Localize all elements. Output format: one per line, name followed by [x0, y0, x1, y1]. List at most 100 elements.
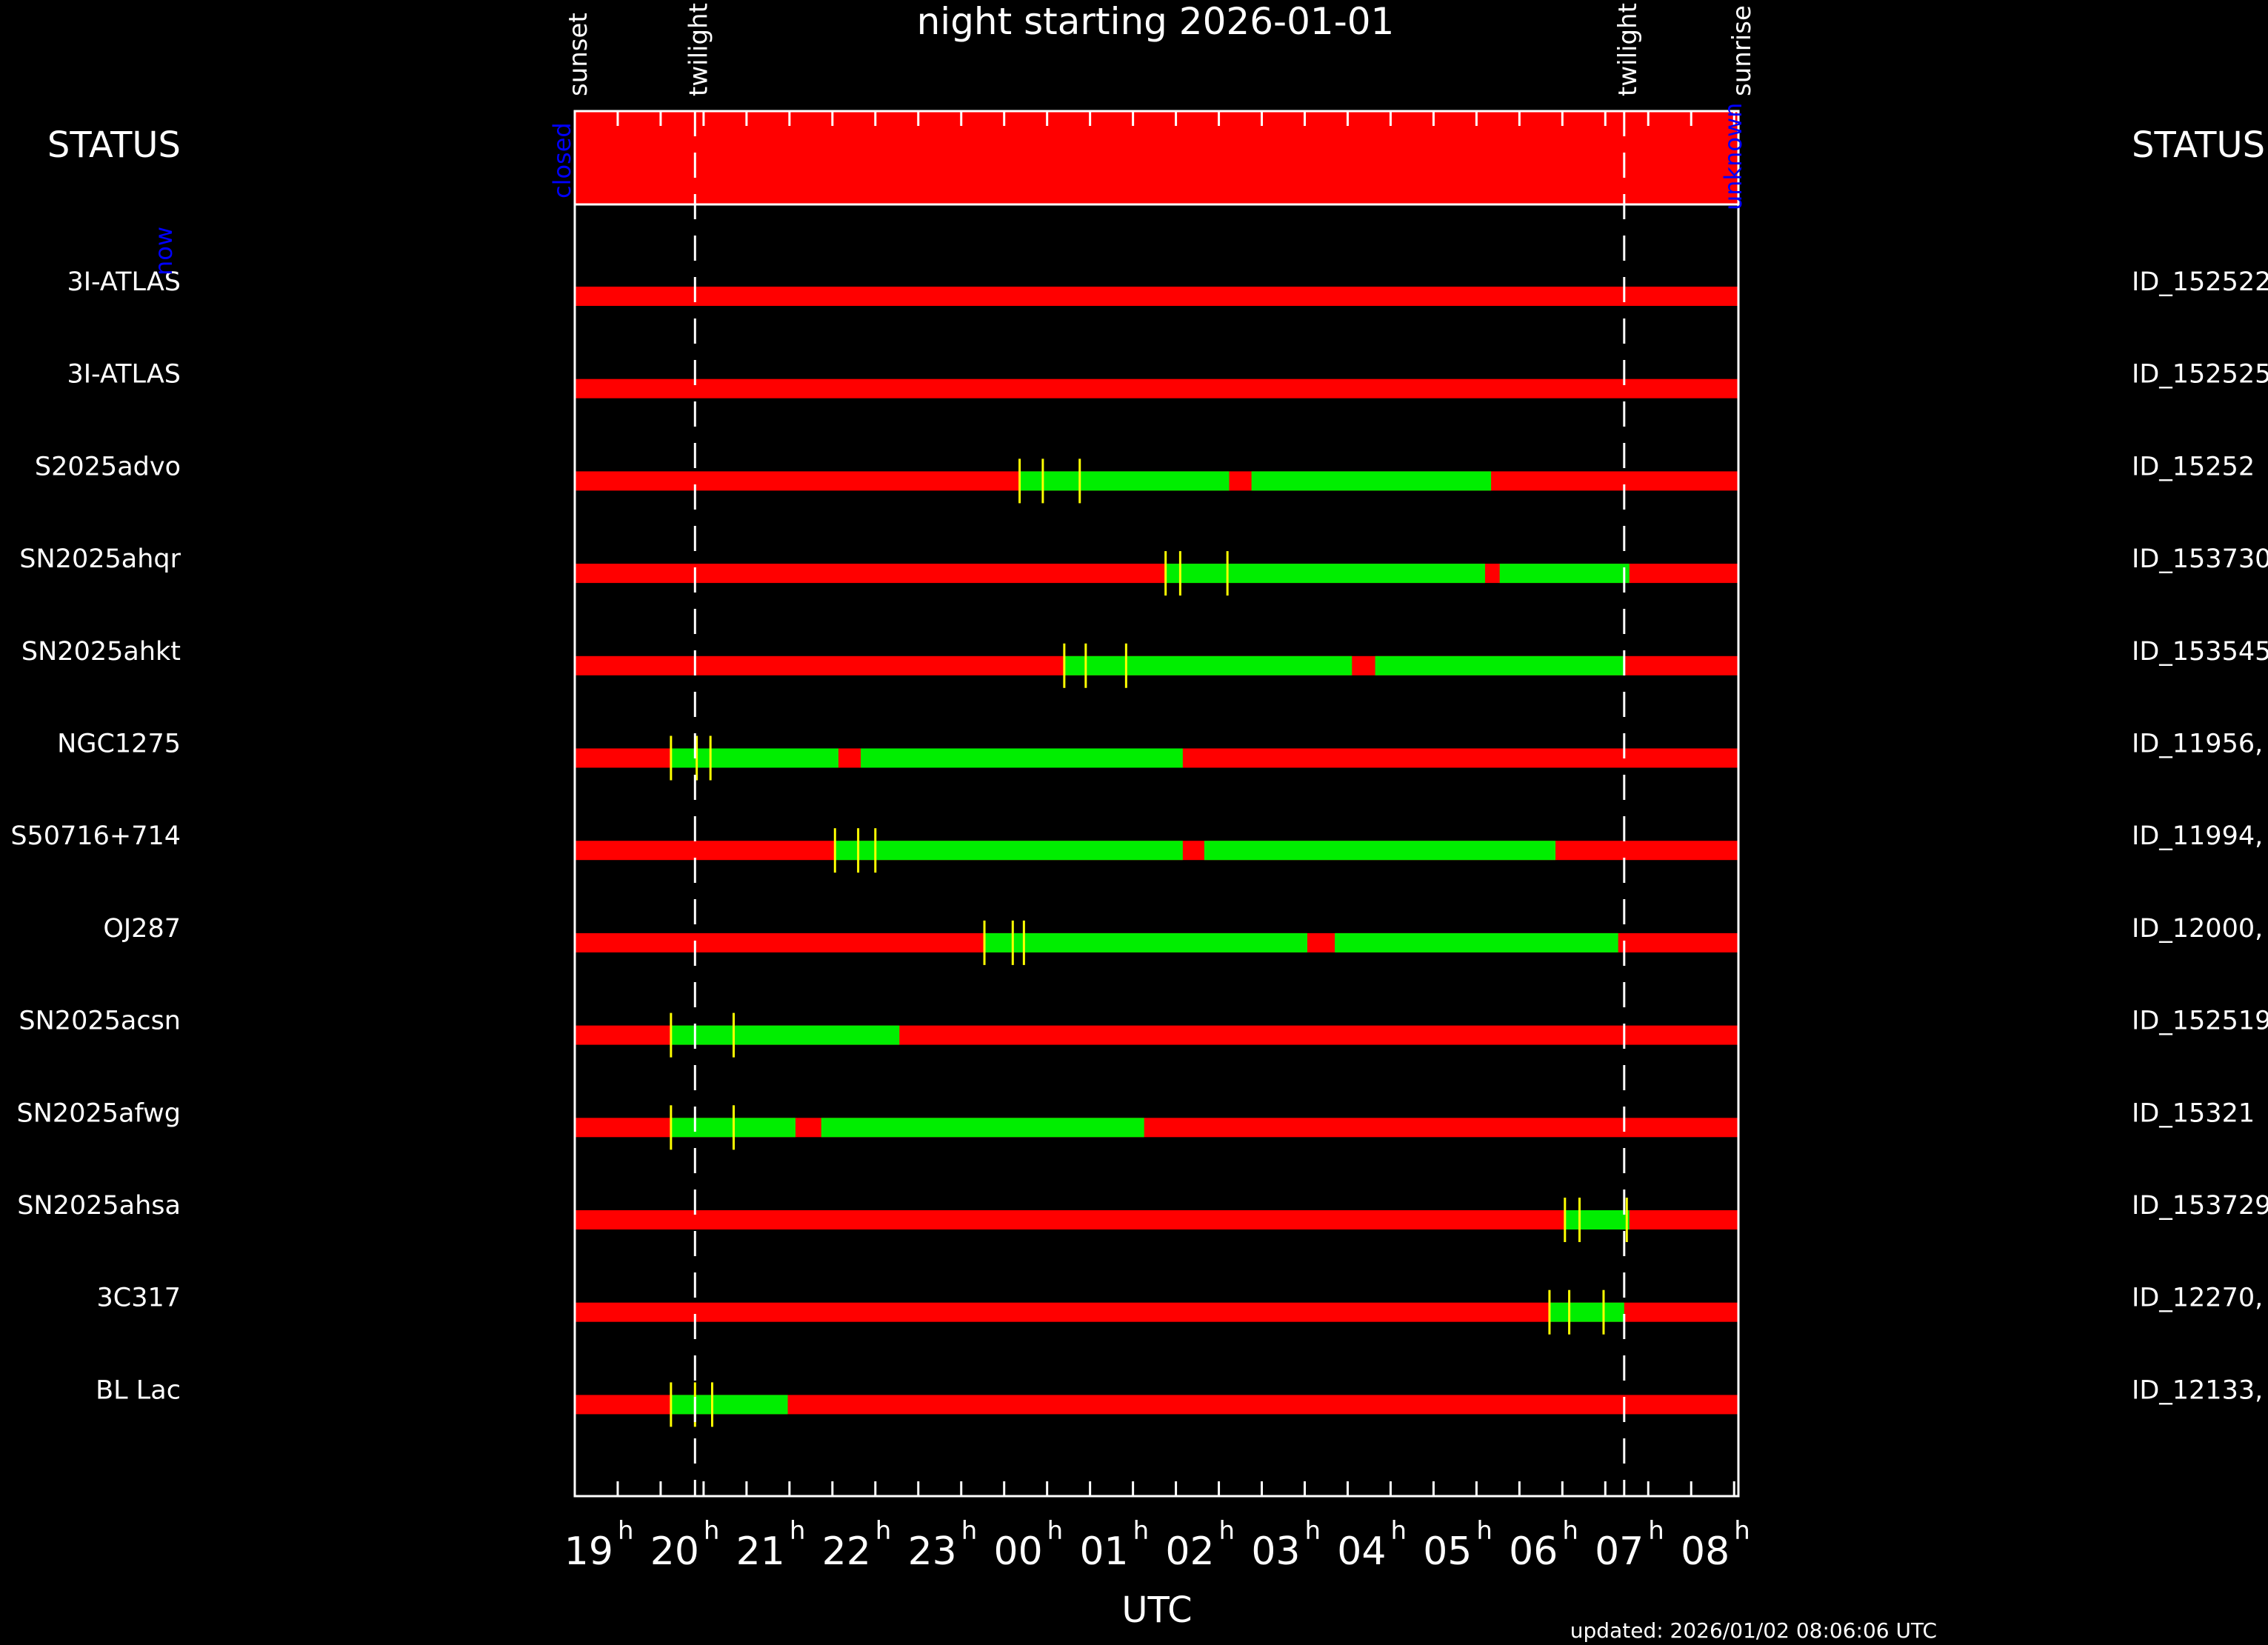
sunrise-label: sunrise — [1727, 5, 1757, 96]
twilight-label: twilight — [1613, 3, 1643, 96]
target-name: SN2025ahsa — [17, 1191, 181, 1221]
target-row — [575, 1289, 1738, 1335]
x-tick-suffix: h — [1562, 1516, 1578, 1546]
x-tick-suffix: h — [1476, 1516, 1492, 1546]
target-row — [575, 643, 1738, 688]
unobservable-bar — [575, 1302, 1738, 1322]
now-label: now — [150, 227, 178, 276]
observable-window — [861, 748, 1183, 768]
x-tick-label: 19 — [564, 1529, 613, 1574]
target-name: 3C317 — [96, 1284, 181, 1313]
target-name: 3I-ATLAS — [67, 360, 181, 390]
twilight-label: twilight — [684, 3, 713, 96]
observable-window — [1375, 655, 1624, 675]
observable-window — [1549, 1302, 1624, 1322]
x-tick-suffix: h — [1133, 1516, 1150, 1546]
target-name: OJ287 — [103, 914, 181, 944]
target-row — [575, 1105, 1738, 1150]
x-tick-suffix: h — [618, 1516, 634, 1546]
target-name: BL Lac — [96, 1375, 181, 1405]
observable-window — [670, 1395, 788, 1415]
observable-window — [984, 932, 1307, 952]
target-name: SN2025acsn — [19, 1007, 181, 1036]
target-id: ID_152519 — [2132, 1007, 2268, 1036]
observable-window — [835, 841, 1183, 861]
x-tick-suffix: h — [1648, 1516, 1664, 1546]
observable-window — [1064, 655, 1353, 675]
target-name: SN2025afwg — [17, 1098, 181, 1128]
sunset-label: sunset — [564, 13, 593, 96]
observable-window — [1335, 932, 1618, 952]
target-name: NGC1275 — [57, 730, 181, 759]
x-tick-label: 01 — [1079, 1529, 1128, 1574]
status-bar — [575, 111, 1738, 204]
observable-window — [1251, 471, 1492, 491]
target-id: ID_152522 — [2132, 267, 2268, 297]
target-row — [575, 551, 1738, 596]
unobservable-bar — [575, 378, 1738, 398]
plot-frame — [573, 110, 1740, 1498]
status-right-state: unknown — [1719, 103, 1747, 210]
x-tick-suffix: h — [1047, 1516, 1064, 1546]
updated-timestamp: updated: 2026/01/02 08:06:06 UTC — [1570, 1618, 1937, 1643]
x-tick-suffix: h — [1734, 1516, 1750, 1546]
chart-title: night starting 2026-01-01 — [917, 0, 1395, 43]
observable-window — [670, 1025, 900, 1045]
target-row — [575, 1382, 1738, 1427]
x-tick-label: 07 — [1595, 1529, 1644, 1574]
x-tick-label: 02 — [1165, 1529, 1214, 1574]
target-row — [575, 735, 1738, 781]
target-row — [575, 1012, 1738, 1058]
target-row — [575, 828, 1738, 873]
status-left-state: closed — [548, 122, 576, 198]
x-tick-suffix: h — [1304, 1516, 1321, 1546]
observable-window — [1564, 1210, 1630, 1229]
x-tick-label: 20 — [650, 1529, 699, 1574]
target-name: SN2025ahqr — [19, 544, 181, 574]
x-tick-suffix: h — [875, 1516, 892, 1546]
target-name: SN2025ahkt — [21, 637, 181, 667]
target-name: S50716+714 — [10, 821, 181, 851]
x-tick-label: 00 — [994, 1529, 1043, 1574]
x-tick-label: 23 — [908, 1529, 957, 1574]
target-id: ID_12133, — [2132, 1375, 2263, 1405]
target-row — [575, 920, 1738, 965]
observable-window — [1499, 564, 1630, 584]
x-tick-label: 05 — [1423, 1529, 1472, 1574]
target-name: S2025advo — [35, 452, 181, 481]
unobservable-bar — [575, 1210, 1738, 1229]
target-id: ID_153729 — [2132, 1191, 2268, 1221]
x-tick-label: 03 — [1251, 1529, 1300, 1574]
x-tick-label: 22 — [822, 1529, 871, 1574]
x-tick-label: 08 — [1681, 1529, 1730, 1574]
x-tick-label: 06 — [1509, 1529, 1558, 1574]
target-row — [575, 378, 1738, 398]
status-label-left: STATUS — [47, 124, 181, 166]
observable-window — [670, 748, 838, 768]
target-id: ID_153545 — [2132, 637, 2268, 667]
target-id: ID_11956, — [2132, 730, 2263, 759]
x-tick-suffix: h — [961, 1516, 978, 1546]
target-id: ID_11994, — [2132, 821, 2263, 851]
target-id: ID_15252 — [2132, 452, 2255, 481]
observable-window — [1165, 564, 1485, 584]
observable-window — [1019, 471, 1230, 491]
x-tick-suffix: h — [790, 1516, 806, 1546]
target-name: 3I-ATLAS — [67, 267, 181, 297]
x-tick-suffix: h — [704, 1516, 720, 1546]
target-id: ID_15321 — [2132, 1098, 2255, 1128]
observable-window — [1204, 841, 1556, 861]
target-id: ID_12000, — [2132, 914, 2263, 944]
x-tick-label: 21 — [736, 1529, 785, 1574]
x-tick-suffix: h — [1219, 1516, 1235, 1546]
x-axis-label: UTC — [1121, 1589, 1192, 1631]
target-id: ID_152525 — [2132, 360, 2268, 390]
x-tick-suffix: h — [1390, 1516, 1407, 1546]
target-id: ID_153730 — [2132, 544, 2268, 574]
x-tick-label: 04 — [1337, 1529, 1386, 1574]
target-row — [575, 1198, 1738, 1242]
target-row — [575, 287, 1738, 306]
unobservable-bar — [575, 287, 1738, 306]
status-label-right: STATUS — [2132, 124, 2265, 166]
